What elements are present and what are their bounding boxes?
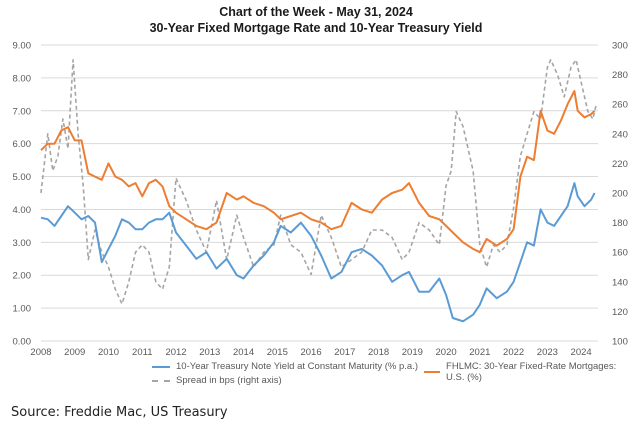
- legend-swatch-spread: [152, 379, 170, 382]
- x-tick-label: 2021: [469, 347, 490, 358]
- x-tick-label: 2019: [402, 347, 423, 358]
- y-tick-label: 0.00: [13, 337, 32, 348]
- x-tick-label: 2023: [537, 347, 558, 358]
- legend-swatch-treasury: [152, 365, 170, 368]
- chart-subtitle: 30-Year Fixed Mortgage Rate and 10-Year …: [149, 21, 483, 35]
- y-tick-label: 4.00: [13, 205, 32, 216]
- right-axis-ticks: 100 120 140 160 180 200 220 240 260 280 300: [612, 41, 628, 348]
- x-axis-ticks: 2008 2009 2010 2011 2012 2013 2014 2015 2016 2017…: [30, 347, 591, 358]
- y-tick-label: 2.00: [13, 271, 32, 282]
- legend-item-mortgage: FHLMC: 30-Year Fixed-Rate Mortgages: U.S…: [424, 361, 632, 383]
- series-line-treasury: [40, 182, 596, 323]
- x-tick-label: 2018: [368, 347, 389, 358]
- legend-item-treasury: 10-Year Treasury Note Yield at Constant …: [152, 361, 418, 372]
- y2-tick-label: 100: [612, 337, 628, 348]
- y2-tick-label: 200: [612, 189, 628, 200]
- y-tick-label: 1.00: [13, 304, 32, 315]
- x-tick-label: 2013: [199, 347, 220, 358]
- legend-label-spread: Spread in bps (right axis): [176, 375, 282, 386]
- x-tick-label: 2009: [64, 347, 85, 358]
- legend-label-mortgage: FHLMC: 30-Year Fixed-Rate Mortgages: U.S…: [446, 361, 617, 383]
- x-tick-label: 2024: [571, 347, 592, 358]
- y-tick-label: 9.00: [13, 41, 32, 52]
- y2-tick-label: 160: [612, 248, 628, 259]
- y-tick-label: 3.00: [13, 238, 32, 249]
- y2-tick-label: 240: [612, 129, 628, 140]
- y2-tick-label: 280: [612, 70, 628, 81]
- y-tick-label: 7.00: [13, 106, 32, 117]
- x-tick-label: 2022: [503, 347, 524, 358]
- y2-tick-label: 220: [612, 159, 628, 170]
- y-tick-label: 5.00: [13, 172, 32, 183]
- gridlines: [41, 44, 598, 342]
- source-note: Source: Freddie Mac, US Treasury: [11, 405, 228, 420]
- legend-label-treasury: 10-Year Treasury Note Yield at Constant …: [176, 361, 419, 372]
- series-line-spread: [40, 58, 598, 305]
- y2-tick-label: 180: [612, 218, 628, 229]
- legend-item-spread: Spread in bps (right axis): [152, 375, 282, 386]
- x-tick-label: 2014: [233, 347, 254, 358]
- y2-tick-label: 140: [612, 277, 628, 288]
- x-tick-label: 2017: [334, 347, 355, 358]
- x-tick-label: 2012: [165, 347, 186, 358]
- left-axis-ticks: 0.00 1.00 2.00 3.00 4.00 5.00 6.00 7.00 8.00 9.00: [13, 41, 32, 348]
- legend-swatch-mortgage: [424, 371, 441, 373]
- x-tick-label: 2011: [132, 347, 152, 358]
- x-tick-label: 2008: [30, 347, 51, 358]
- y2-tick-label: 260: [612, 100, 628, 111]
- x-tick-label: 2010: [98, 347, 119, 358]
- chart-title: Chart of the Week - May 31, 2024: [219, 5, 413, 19]
- y-tick-label: 6.00: [13, 139, 32, 150]
- y2-tick-label: 120: [612, 307, 628, 318]
- series-lines: [40, 58, 598, 323]
- y-tick-label: 8.00: [13, 73, 32, 84]
- y2-tick-label: 300: [612, 41, 628, 52]
- x-tick-label: 2020: [436, 347, 457, 358]
- series-line-mortgage: [40, 90, 596, 254]
- x-tick-label: 2015: [267, 347, 288, 358]
- x-tick-label: 2016: [300, 347, 321, 358]
